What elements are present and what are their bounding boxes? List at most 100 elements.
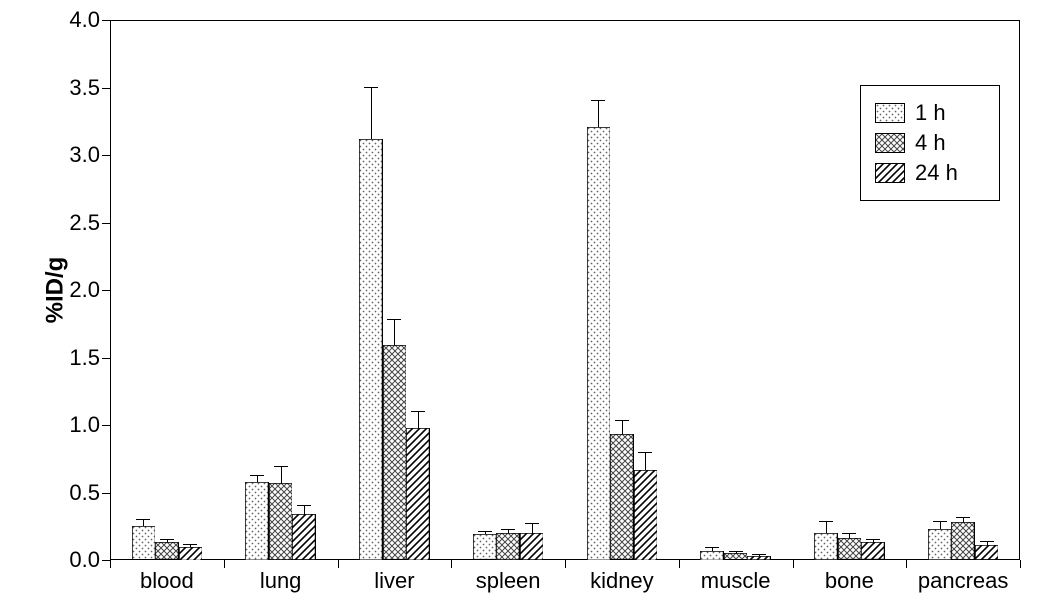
x-category-label: blood xyxy=(140,568,194,594)
error-cap xyxy=(274,466,288,467)
x-category-label: liver xyxy=(374,568,414,594)
error-bar xyxy=(598,101,599,127)
error-bar xyxy=(281,467,282,483)
y-tick-label: 0.5 xyxy=(69,480,100,506)
bar xyxy=(245,482,269,560)
bar xyxy=(179,547,203,561)
bar xyxy=(975,545,999,560)
y-tick xyxy=(102,425,110,426)
error-cap xyxy=(842,533,856,534)
error-cap xyxy=(136,519,150,520)
error-bar xyxy=(963,518,964,522)
error-bar xyxy=(257,476,258,481)
y-tick-label: 2.0 xyxy=(69,277,100,303)
y-tick xyxy=(102,20,110,21)
x-tick xyxy=(679,560,680,568)
y-tick xyxy=(102,560,110,561)
error-cap xyxy=(752,554,766,555)
bar xyxy=(496,533,520,560)
bar xyxy=(269,483,293,560)
error-cap xyxy=(250,475,264,476)
error-cap xyxy=(501,529,515,530)
error-bar xyxy=(485,532,486,535)
error-bar xyxy=(873,540,874,543)
y-tick xyxy=(102,493,110,494)
error-bar xyxy=(371,88,372,139)
error-bar xyxy=(508,530,509,533)
error-bar xyxy=(167,540,168,543)
error-cap xyxy=(387,319,401,320)
legend-label: 4 h xyxy=(915,130,946,156)
bar xyxy=(359,139,383,560)
error-bar xyxy=(826,522,827,533)
error-cap xyxy=(980,541,994,542)
x-tick xyxy=(224,560,225,568)
bar xyxy=(610,434,634,560)
bar xyxy=(928,529,952,560)
bar xyxy=(700,551,724,560)
error-bar xyxy=(622,421,623,435)
error-cap xyxy=(525,523,539,524)
error-bar xyxy=(849,534,850,538)
legend-label: 1 h xyxy=(915,100,946,126)
error-cap xyxy=(819,521,833,522)
y-tick-label: 3.0 xyxy=(69,142,100,168)
legend-item: 1 h xyxy=(875,100,985,126)
bar xyxy=(724,553,748,560)
error-cap xyxy=(956,517,970,518)
error-bar xyxy=(759,555,760,556)
bar xyxy=(814,533,838,560)
bar xyxy=(838,538,862,560)
y-axis-title: %ID/g xyxy=(41,257,69,324)
error-cap xyxy=(478,531,492,532)
error-bar xyxy=(394,320,395,346)
x-tick xyxy=(906,560,907,568)
y-tick-label: 3.5 xyxy=(69,75,100,101)
x-category-label: lung xyxy=(260,568,302,594)
error-cap xyxy=(729,551,743,552)
error-bar xyxy=(143,520,144,527)
y-tick-label: 1.0 xyxy=(69,412,100,438)
error-bar xyxy=(940,522,941,529)
x-tick xyxy=(1020,560,1021,568)
error-cap xyxy=(638,452,652,453)
error-bar xyxy=(304,506,305,514)
error-cap xyxy=(364,87,378,88)
error-bar xyxy=(712,548,713,551)
x-category-label: pancreas xyxy=(918,568,1009,594)
bar xyxy=(747,556,771,560)
bar xyxy=(587,127,611,560)
error-bar xyxy=(418,412,419,428)
bar xyxy=(132,526,156,560)
bar xyxy=(473,534,497,560)
error-cap xyxy=(866,539,880,540)
error-cap xyxy=(591,100,605,101)
error-cap xyxy=(933,521,947,522)
y-tick xyxy=(102,223,110,224)
legend: 1 h 4 h 24 h xyxy=(860,85,1000,201)
bar xyxy=(634,470,658,560)
error-bar xyxy=(736,552,737,553)
legend-swatch xyxy=(875,103,905,123)
legend-item: 4 h xyxy=(875,130,985,156)
legend-swatch xyxy=(875,133,905,153)
y-tick-label: 2.5 xyxy=(69,210,100,236)
y-tick-label: 1.5 xyxy=(69,345,100,371)
bar xyxy=(406,428,430,560)
y-tick xyxy=(102,155,110,156)
legend-item: 24 h xyxy=(875,160,985,186)
error-bar xyxy=(987,542,988,545)
y-tick xyxy=(102,358,110,359)
bar xyxy=(155,542,179,560)
x-tick xyxy=(793,560,794,568)
bar xyxy=(520,533,544,560)
bar xyxy=(383,345,407,560)
y-tick-label: 4.0 xyxy=(69,7,100,33)
error-cap xyxy=(615,420,629,421)
error-cap xyxy=(705,547,719,548)
error-cap xyxy=(297,505,311,506)
y-tick xyxy=(102,88,110,89)
x-category-label: kidney xyxy=(590,568,654,594)
y-tick-label: 0.0 xyxy=(69,547,100,573)
biodistribution-chart: %ID/g 0.0 0.5 1.0 1.5 2.0 2.5 3.0 3.5 4.0 blood l… xyxy=(0,0,1050,615)
